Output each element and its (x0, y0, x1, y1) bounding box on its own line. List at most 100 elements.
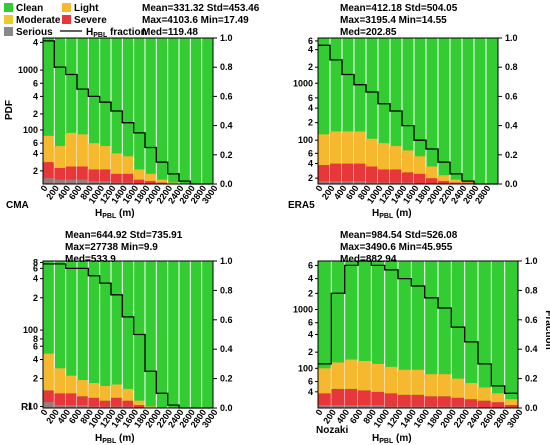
bar-severe (318, 393, 332, 408)
x-axis-label: HPBL (m) (372, 208, 412, 220)
bar-severe (424, 396, 438, 408)
bar-severe (77, 166, 89, 184)
y-tick-label: 8 (33, 257, 38, 267)
bar-severe (111, 173, 123, 184)
bar-severe (43, 162, 55, 184)
y2-tick-label: 0.6 (525, 315, 538, 325)
bar-light (390, 146, 402, 170)
bar-serious (43, 178, 55, 184)
bar-light (318, 368, 332, 394)
bar-light (99, 385, 111, 401)
bar-severe (65, 393, 77, 408)
bar-serious (342, 181, 354, 184)
y2-tick-label: 0.0 (505, 179, 518, 189)
y2-tick-label: 0.4 (525, 344, 538, 354)
bar-serious (331, 405, 345, 408)
panel-cma: 410006421006420.00.20.40.60.81.002004006… (4, 3, 260, 220)
bar-light (344, 359, 358, 389)
bar-severe (366, 166, 378, 184)
bar-serious (344, 405, 358, 408)
y-tick-label: 4 (33, 354, 38, 364)
bar-serious (318, 405, 332, 408)
stats-line: Mean=412.18 Std=504.05 (340, 3, 458, 14)
fraction-line (318, 44, 498, 185)
legend-label-clean: Clean (16, 3, 43, 14)
y-tick-label: 100 (23, 125, 38, 135)
x-tick-label: 200 (321, 407, 338, 425)
x-axis-label: HPBL (m) (372, 433, 412, 445)
legend-swatch-serious (4, 27, 13, 36)
bar-light (318, 134, 330, 166)
bar-severe (378, 169, 390, 184)
bar-serious (111, 406, 123, 408)
bar-light (330, 131, 342, 164)
stats-line: Mean=331.32 Std=453.46 (142, 3, 260, 14)
bar-light (43, 353, 55, 391)
bar-severe (438, 396, 452, 408)
bar-light (451, 378, 465, 398)
legend-swatch-severe (62, 15, 71, 24)
bar-severe (318, 165, 330, 184)
bar-severe (344, 388, 358, 408)
bar-light (371, 363, 385, 392)
y-tick-label: 4 (308, 330, 313, 340)
y-tick-label: 10 (28, 402, 38, 412)
bar-light (426, 166, 438, 179)
x-tick-label: 400 (334, 407, 351, 425)
y2-tick-label: 1.0 (220, 256, 233, 266)
y-tick-label: 2 (33, 109, 38, 119)
bar-serious (65, 405, 77, 408)
stats-line: Mean=644.92 Std=735.91 (65, 230, 183, 241)
bar-severe (88, 169, 100, 184)
bar-light (122, 388, 134, 401)
y-tick-label: 4 (33, 274, 38, 284)
bar-light (145, 406, 157, 408)
bar-light (424, 374, 438, 397)
bar-serious (111, 182, 123, 184)
bar-severe (414, 173, 426, 184)
panel-name: ERA5 (288, 200, 315, 211)
y2-tick-label: 0.2 (220, 374, 233, 384)
bar-serious (358, 405, 372, 408)
bar-severe (411, 394, 425, 408)
panel-name: Ri (21, 402, 31, 413)
bar-serious (411, 406, 425, 408)
bar-severe (43, 390, 55, 408)
bar-severe (426, 178, 438, 184)
bar-severe (398, 394, 412, 408)
y-tick-label: 6 (308, 148, 313, 158)
bar-light (331, 362, 345, 389)
bar-severe (133, 405, 145, 408)
bar-light (450, 179, 462, 183)
y-tick-label: 4 (33, 37, 38, 47)
y2-tick-label: 0.6 (220, 315, 233, 325)
stats-line: Max=3195.4 Min=14.55 (340, 15, 447, 26)
y-tick-label: 2 (308, 62, 313, 72)
bar-light (438, 374, 452, 397)
bar-light (384, 366, 398, 394)
bar-severe (88, 397, 100, 408)
legend-label-severe: Severe (74, 15, 107, 26)
y-tick-label: 4 (308, 103, 313, 113)
bar-severe (450, 182, 462, 184)
bar-light (354, 131, 366, 164)
y-tick-label: 4 (308, 274, 313, 284)
bar-light (402, 150, 414, 173)
y2-tick-label: 0.8 (505, 62, 518, 72)
y-tick-label: 100 (298, 135, 313, 145)
y-tick-label: 2 (308, 288, 313, 298)
x-tick-label: 0 (314, 183, 325, 193)
bar-light (54, 368, 66, 394)
legend-swatch-moderate (4, 15, 13, 24)
bar-severe (111, 397, 123, 408)
legend-swatch-clean (4, 3, 13, 12)
bar-severe (342, 163, 354, 184)
bar-serious (378, 182, 390, 184)
bar-serious (318, 181, 330, 184)
y2-tick-label: 1.0 (505, 33, 518, 43)
bar-severe (331, 388, 345, 408)
legend-line-label: HPBL fraction (86, 27, 147, 39)
bar-severe (402, 172, 414, 184)
y-tick-label: 1000 (293, 305, 313, 315)
